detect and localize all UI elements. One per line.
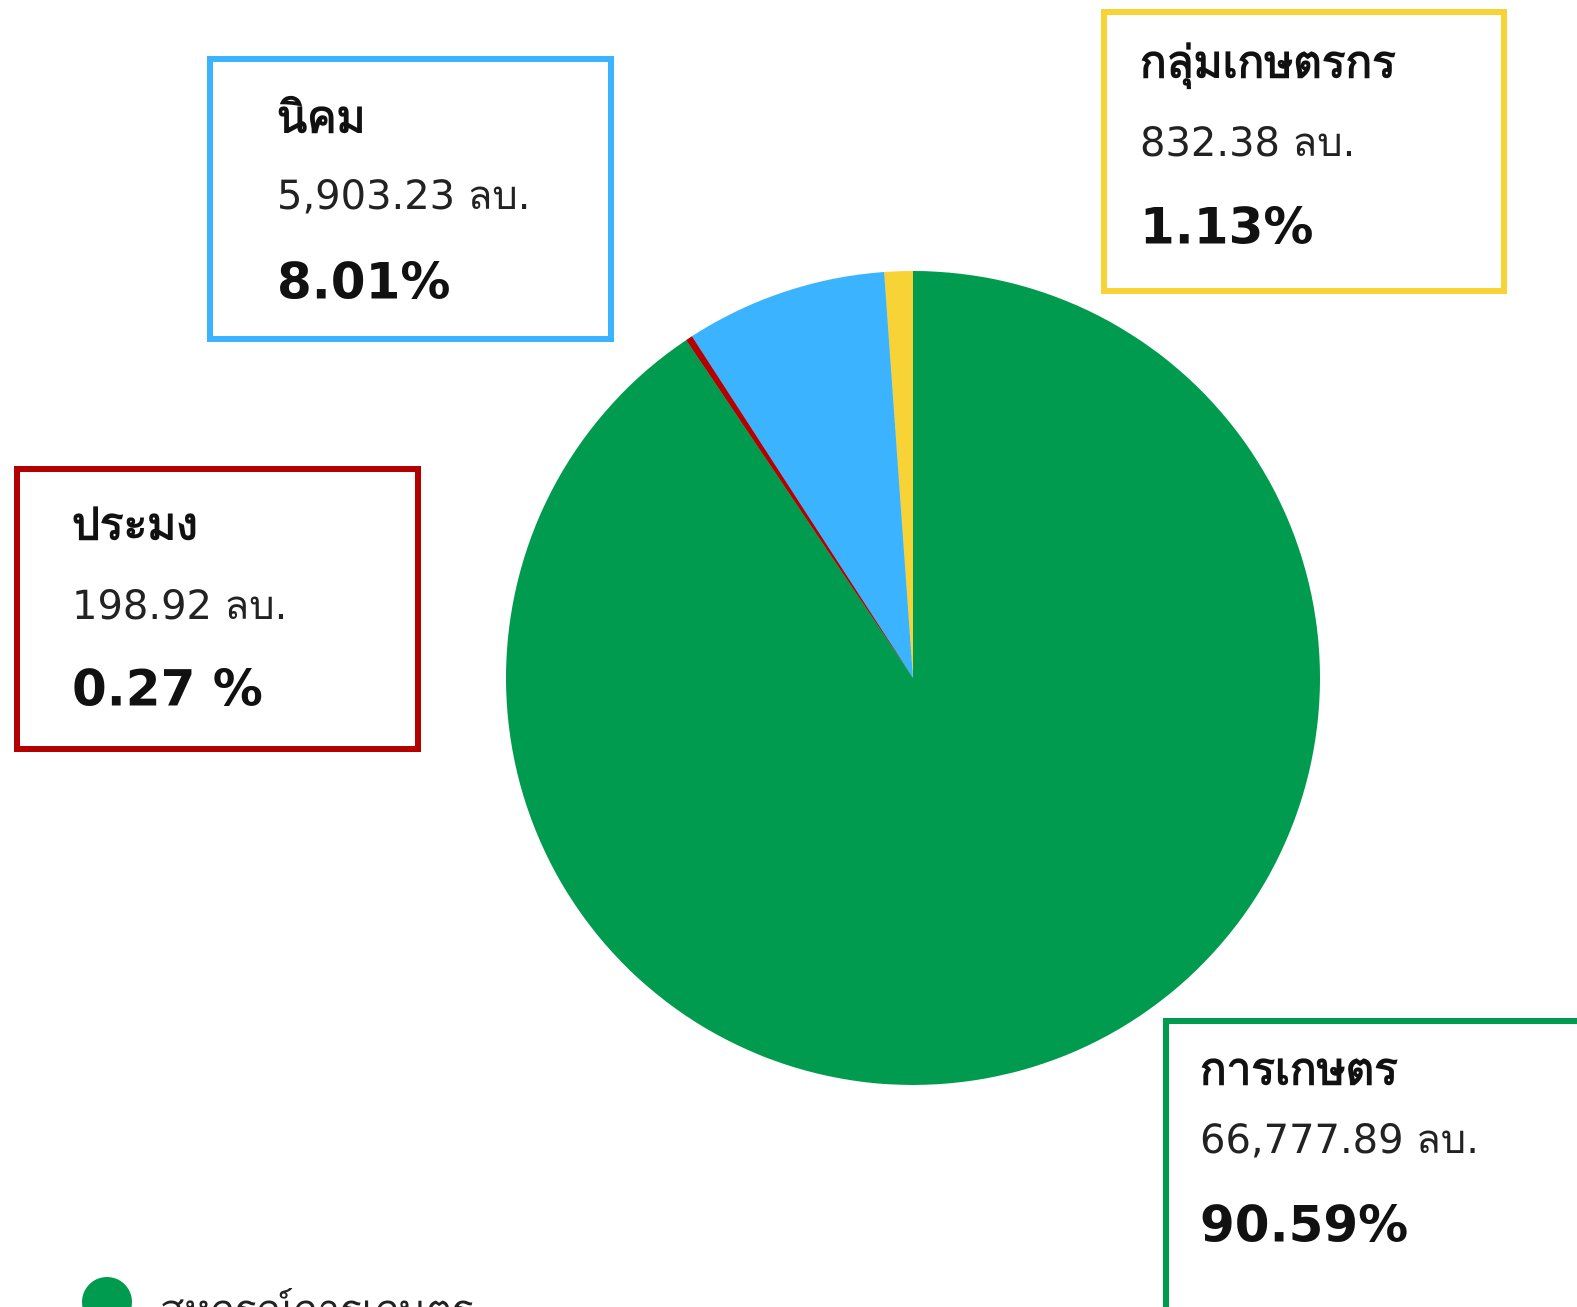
category-label: ประมง xyxy=(72,499,198,550)
amount-label: 832.38 ลบ. xyxy=(1140,120,1355,166)
pie-slice xyxy=(686,336,913,678)
value-label: 1.13% xyxy=(1140,198,1313,256)
category-label: นิคม xyxy=(277,92,366,143)
label-box xyxy=(1101,9,1507,294)
category-label: กลุ่มเกษตรกร xyxy=(1140,37,1396,90)
category-label: การเกษตร xyxy=(1200,1044,1398,1095)
amount-label: 198.92 ลบ. xyxy=(72,583,287,629)
amount-label: 66,777.89 ลบ. xyxy=(1200,1117,1479,1163)
pie-slice xyxy=(691,272,913,678)
value-label: 90.59% xyxy=(1200,1196,1408,1254)
value-label: 8.01% xyxy=(277,253,450,311)
amount-label: 5,903.23 ลบ. xyxy=(277,173,530,219)
legend-marker xyxy=(82,1277,132,1307)
label-box xyxy=(207,56,614,342)
pie-slice xyxy=(505,271,1321,1085)
legend-label: สหกรณ์การเกษตร xyxy=(160,1287,473,1307)
pie-slice xyxy=(884,271,913,678)
value-label: 0.27 % xyxy=(72,660,263,718)
label-box xyxy=(1163,1018,1577,1307)
label-box xyxy=(14,466,421,752)
